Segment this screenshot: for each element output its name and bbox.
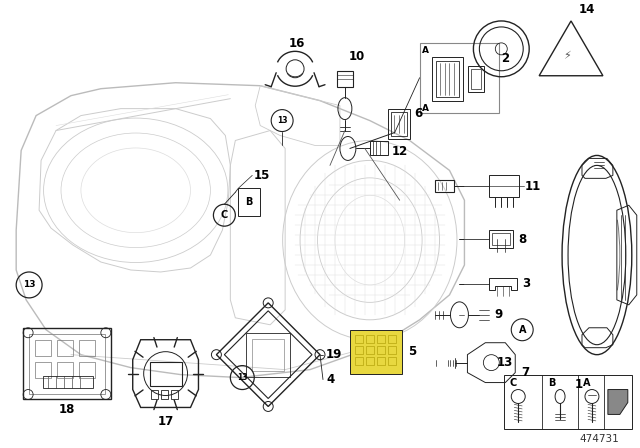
Text: 14: 14 — [579, 3, 595, 16]
Text: 13: 13 — [277, 116, 287, 125]
Text: 12: 12 — [392, 145, 408, 158]
Text: 10: 10 — [349, 50, 365, 63]
Text: 13: 13 — [496, 356, 513, 369]
Text: 19: 19 — [326, 348, 342, 361]
Text: 7: 7 — [521, 366, 529, 379]
Text: 18: 18 — [59, 403, 75, 416]
Polygon shape — [608, 389, 628, 414]
Text: C: C — [509, 378, 516, 388]
Text: 16: 16 — [289, 37, 305, 50]
Text: B: B — [548, 378, 556, 388]
Text: 5: 5 — [408, 345, 416, 358]
FancyBboxPatch shape — [350, 330, 402, 374]
Text: 13: 13 — [23, 280, 35, 289]
Text: A: A — [518, 325, 526, 335]
Text: A: A — [583, 378, 591, 388]
Text: A: A — [422, 104, 429, 113]
Text: 17: 17 — [157, 415, 173, 428]
Text: 9: 9 — [494, 308, 502, 321]
Text: 474731: 474731 — [579, 435, 619, 444]
Text: A: A — [422, 46, 429, 56]
Text: B: B — [246, 197, 253, 207]
Text: 15: 15 — [253, 169, 269, 182]
Text: 1: 1 — [575, 378, 583, 391]
Text: 4: 4 — [326, 373, 334, 386]
Text: 2: 2 — [501, 52, 509, 65]
Text: 11: 11 — [524, 180, 540, 193]
Text: 8: 8 — [518, 233, 527, 246]
Text: 3: 3 — [522, 277, 531, 290]
Text: ⚡: ⚡ — [563, 51, 571, 61]
Text: 6: 6 — [415, 107, 423, 120]
Text: C: C — [221, 210, 228, 220]
Text: 13: 13 — [237, 373, 248, 382]
